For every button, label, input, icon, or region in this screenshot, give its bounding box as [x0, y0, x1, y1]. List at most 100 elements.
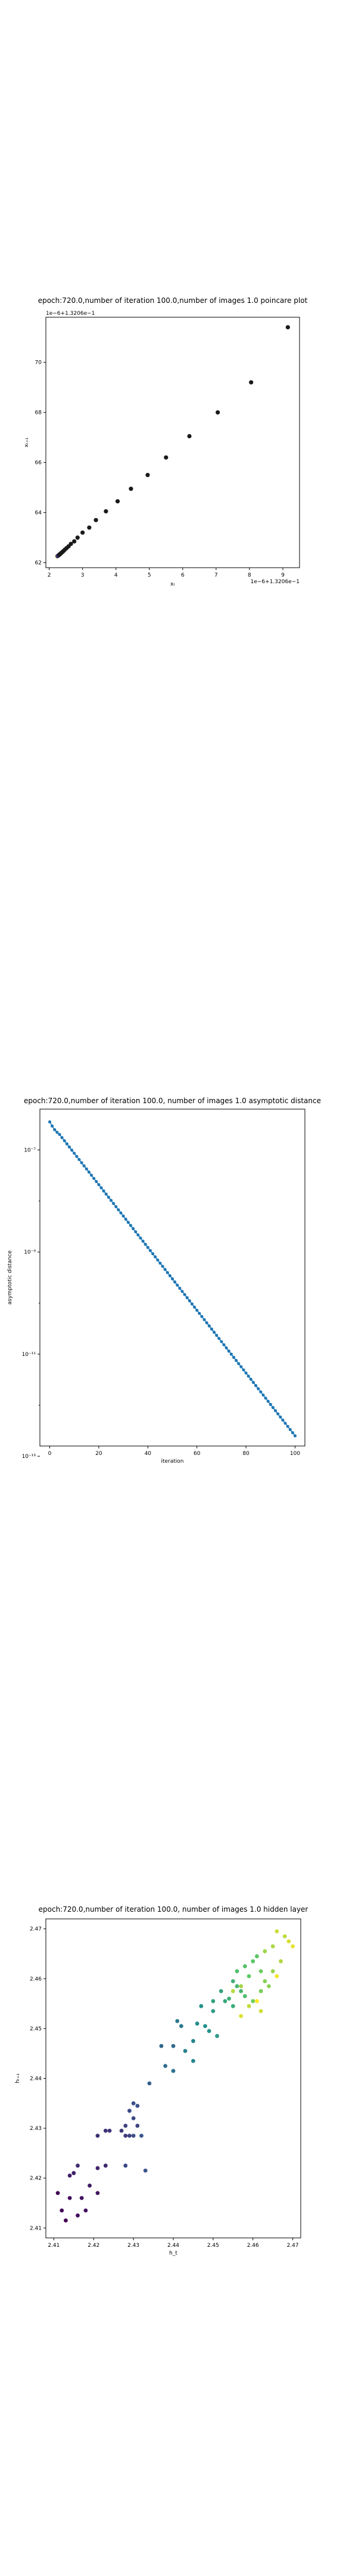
y-axis-label: hₜ₊₁ [15, 2073, 21, 2083]
data-marker [283, 1422, 287, 1425]
data-marker [85, 1167, 88, 1171]
data-marker [195, 1308, 199, 1312]
data-marker [92, 1176, 96, 1180]
data-point [187, 434, 192, 439]
data-marker [141, 1239, 145, 1243]
data-marker [112, 1202, 116, 1205]
data-point [55, 2191, 60, 2196]
data-point [203, 2024, 207, 2029]
data-marker [227, 1349, 230, 1353]
plot-frame [39, 1109, 305, 1447]
data-point [119, 2128, 124, 2133]
data-marker [259, 1390, 263, 1394]
data-point [211, 1999, 216, 2004]
x-tick-label: 0 [48, 1451, 52, 1457]
data-point [67, 2196, 72, 2200]
data-point [286, 1939, 291, 1944]
x-tick-label: 40 [145, 1451, 152, 1457]
data-marker [82, 1164, 86, 1168]
data-marker [202, 1318, 206, 1321]
data-point [75, 535, 80, 540]
data-marker [102, 1189, 105, 1193]
data-point [251, 1999, 255, 2004]
y-tick-label: 2.43 [30, 2126, 42, 2132]
data-point [115, 499, 120, 504]
data-marker [109, 1199, 113, 1202]
data-point [95, 2191, 100, 2196]
data-marker [70, 1148, 74, 1152]
x-tick-label: 20 [95, 1451, 102, 1457]
data-point [291, 1944, 295, 1949]
x-tick-label: 8 [248, 572, 251, 578]
data-marker [148, 1249, 152, 1252]
data-point [239, 2014, 244, 2018]
data-point [183, 2049, 188, 2053]
y-offset-label: 1e−6+1.3206e−1 [46, 311, 95, 317]
data-marker [168, 1274, 172, 1277]
data-marker [273, 1409, 277, 1413]
data-marker [291, 1431, 294, 1435]
data-marker [131, 1227, 135, 1231]
data-marker [247, 1374, 250, 1378]
data-point [143, 2168, 148, 2173]
data-marker [170, 1277, 174, 1281]
x-tick-label: 2.45 [207, 2243, 219, 2249]
data-point [219, 1989, 223, 1993]
data-point [159, 2044, 164, 2048]
data-point [127, 2134, 132, 2138]
data-marker [215, 1333, 219, 1337]
data-point [251, 1959, 255, 1964]
data-marker [136, 1233, 140, 1237]
data-marker [104, 1192, 108, 1196]
data-marker [134, 1230, 138, 1234]
data-marker [212, 1330, 216, 1334]
data-marker [65, 1142, 68, 1145]
data-point [179, 2024, 183, 2029]
data-marker [286, 1425, 289, 1428]
data-point [131, 2101, 136, 2106]
chart-title: epoch:720.0,number of iteration 100.0, n… [39, 1905, 308, 1914]
data-point [64, 2218, 68, 2223]
data-point [215, 2034, 219, 2038]
data-point [93, 518, 98, 522]
data-marker [158, 1261, 162, 1265]
data-marker [271, 1405, 275, 1410]
hidden-layer-plot: epoch:720.0,number of iteration 100.0, n… [15, 1905, 308, 2256]
data-marker [257, 1387, 260, 1391]
data-point [239, 1989, 244, 1993]
data-point [139, 2134, 144, 2138]
x-tick-label: 7 [214, 572, 218, 578]
data-marker [269, 1402, 272, 1406]
data-marker [254, 1384, 258, 1388]
data-point [76, 2163, 80, 2168]
y-tick-label: 68 [35, 410, 42, 416]
plot-frame [45, 1918, 301, 2238]
data-marker [235, 1358, 238, 1363]
y-tick-label: 2.44 [30, 2076, 42, 2082]
data-marker [144, 1243, 147, 1246]
data-marker [237, 1362, 241, 1366]
x-tick-label: 2.41 [48, 2243, 60, 2249]
data-point [199, 2004, 204, 2008]
data-point [270, 1969, 275, 1974]
data-marker [192, 1305, 197, 1309]
data-marker [239, 1365, 243, 1368]
data-marker [117, 1208, 120, 1212]
data-point [95, 2134, 100, 2138]
x-axis-label: h_t [169, 2250, 177, 2256]
data-marker [48, 1120, 52, 1124]
data-marker [276, 1412, 280, 1416]
data-point [131, 2134, 136, 2138]
data-point [123, 2123, 128, 2128]
y-tick-label: 70 [35, 360, 42, 366]
data-point [87, 525, 92, 530]
data-marker [129, 1224, 133, 1227]
data-marker [264, 1397, 267, 1400]
data-point [255, 1999, 259, 2004]
data-marker [63, 1139, 66, 1143]
data-point [227, 1996, 232, 2001]
data-point [223, 1999, 227, 2004]
y-tick-label: 2.47 [30, 1927, 42, 1933]
data-marker [190, 1302, 194, 1306]
data-marker [73, 1151, 76, 1155]
